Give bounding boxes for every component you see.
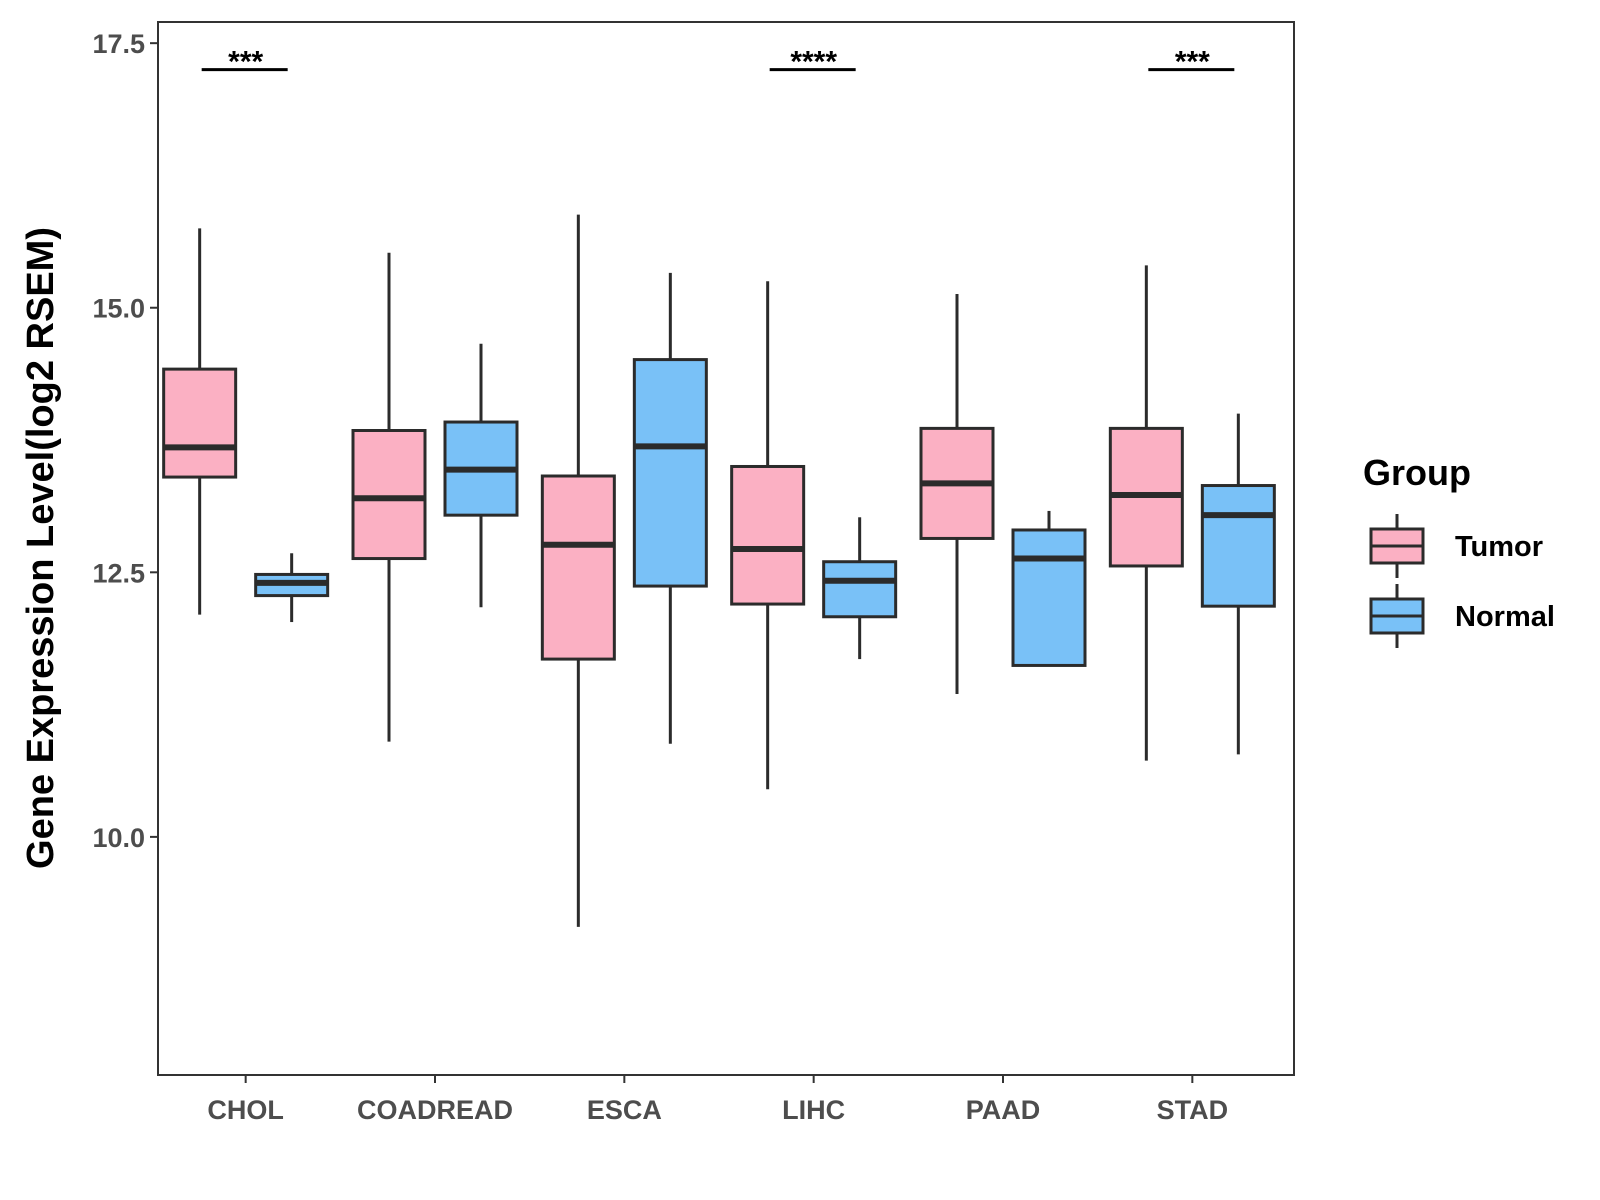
y-tick-label: 15.0 (92, 294, 145, 324)
box-normal-esca (632, 272, 708, 744)
box-iqr (162, 367, 238, 479)
y-tick-label: 10.0 (92, 823, 145, 853)
legend: Group Tumor Normal (1363, 452, 1555, 648)
box-normal-chol (254, 553, 330, 623)
plot-area: *** **** *** (157, 21, 1295, 1076)
box-normal-coadread (443, 343, 519, 608)
box-iqr (822, 560, 898, 619)
box-iqr (1011, 528, 1087, 667)
significance-stad: *** (1148, 46, 1235, 79)
legend-title: Group (1363, 452, 1471, 493)
x-tick-label-paad: PAAD (966, 1095, 1041, 1125)
box-tumor-coadread (351, 252, 427, 742)
legend-label-tumor: Tumor (1455, 531, 1543, 563)
legend-item-normal: Normal (1369, 584, 1555, 648)
box-iqr (730, 464, 806, 606)
y-tick-label: 17.5 (92, 29, 145, 59)
significance-label: *** (1175, 46, 1210, 79)
y-axis-title: Gene Expression Level(log2 RSEM) (20, 227, 62, 869)
x-tick-label-chol: CHOL (207, 1095, 284, 1125)
box-tumor-esca (540, 214, 616, 927)
box-normal-paad (1011, 510, 1087, 667)
box-normal-stad (1200, 413, 1276, 755)
box-iqr (351, 429, 427, 561)
significance-label: *** (228, 46, 263, 79)
box-tumor-stad (1108, 265, 1184, 761)
significance-lihc: **** (769, 46, 856, 79)
y-axis: 10.0 12.5 15.0 17.5 (92, 29, 158, 853)
box-iqr (632, 358, 708, 588)
x-tick-label-esca: ESCA (587, 1095, 662, 1125)
legend-item-tumor: Tumor (1369, 514, 1543, 578)
box-iqr (540, 474, 616, 661)
significance-chol: *** (201, 46, 288, 79)
box-normal-lihc (822, 517, 898, 660)
box-iqr (1200, 484, 1276, 608)
box-tumor-chol (162, 228, 238, 615)
box-tumor-paad (919, 293, 995, 695)
y-tick-label: 12.5 (92, 558, 145, 588)
x-axis: CHOL COADREAD ESCA LIHC PAAD STAD (207, 1075, 1228, 1125)
x-tick-label-stad: STAD (1157, 1095, 1229, 1125)
x-tick-label-coadread: COADREAD (357, 1095, 513, 1125)
box-tumor-lihc (730, 281, 806, 790)
significance-label: **** (790, 46, 837, 79)
x-tick-label-lihc: LIHC (782, 1095, 845, 1125)
panel-border (157, 21, 1295, 1076)
legend-label-normal: Normal (1455, 601, 1555, 633)
